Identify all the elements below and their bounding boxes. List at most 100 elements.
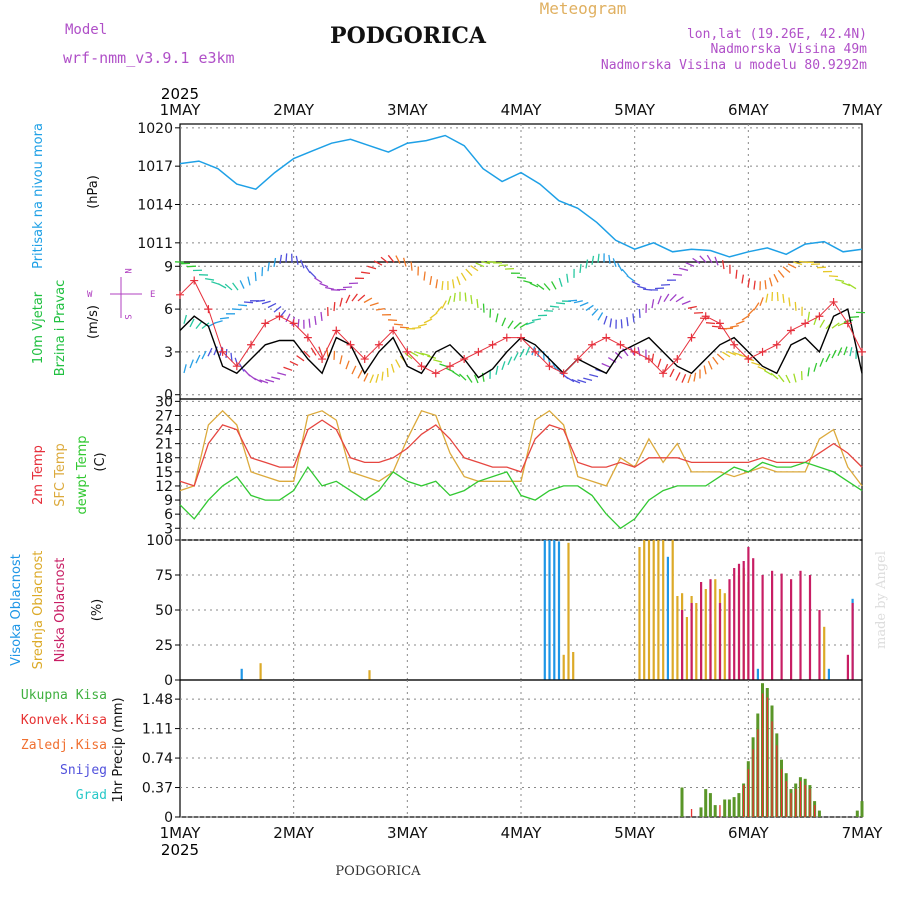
wind-gust-marker bbox=[602, 333, 611, 342]
precip-conv-bar bbox=[790, 793, 792, 817]
bottom-day-labels: 1MAY 2MAY 3MAY 4MAY 5MAY 6MAY 7MAY bbox=[160, 824, 884, 842]
wind-gust-marker bbox=[715, 319, 724, 328]
wind-arrow bbox=[567, 299, 578, 302]
temp-unit: (C) bbox=[93, 452, 108, 471]
wind-arrow bbox=[310, 347, 317, 356]
wind-arrow bbox=[237, 304, 248, 307]
wind-arrow bbox=[261, 300, 271, 305]
wind-arrow bbox=[470, 265, 479, 272]
y-tick-label: 3 bbox=[164, 345, 173, 361]
wind-gust-marker bbox=[786, 326, 795, 335]
wind-arrow bbox=[577, 379, 587, 384]
wind-gust-marker bbox=[758, 347, 767, 356]
cloud-low-bar bbox=[771, 570, 774, 680]
wind-arrow bbox=[679, 267, 689, 271]
y-tick-label: 15 bbox=[155, 465, 173, 481]
wind-arrow bbox=[816, 266, 827, 269]
wind-gust-marker bbox=[275, 312, 284, 321]
y-tick-label: 6 bbox=[164, 507, 173, 523]
wind-arrow bbox=[793, 261, 803, 266]
precip-total-bar bbox=[713, 805, 717, 817]
wind-gust-marker bbox=[332, 326, 341, 335]
wind-arrow bbox=[573, 300, 583, 304]
top-day-label: 5MAY bbox=[614, 101, 656, 119]
wind-gust-marker bbox=[445, 362, 454, 371]
wind-arrow bbox=[617, 262, 623, 272]
precip-conv-bar bbox=[814, 805, 816, 817]
cloud-mid-bar bbox=[657, 540, 660, 680]
wind-arrow bbox=[813, 362, 818, 372]
wind-arrow bbox=[692, 257, 701, 264]
wind-arrow bbox=[476, 298, 479, 308]
wind-gust-marker bbox=[460, 355, 469, 364]
wind-arrow bbox=[381, 371, 384, 381]
wind-arrow bbox=[507, 356, 513, 366]
wind-gust-marker bbox=[559, 369, 568, 378]
wind-arrow bbox=[558, 277, 563, 287]
wind-arrow bbox=[429, 275, 433, 286]
cloud-low-bar bbox=[700, 582, 703, 680]
wind-gust-marker bbox=[630, 347, 639, 356]
wind-gust-marker bbox=[218, 347, 227, 356]
y-tick-label: 9 bbox=[164, 493, 173, 509]
temp-ylabel-3: dewpt Temp bbox=[75, 435, 90, 514]
model-elevation-label: Nadmorska Visina u modelu 80.9292m bbox=[601, 58, 867, 73]
wind-gust-marker bbox=[801, 319, 810, 328]
cloud-high-bar bbox=[557, 541, 561, 680]
cloud-mid-bar bbox=[695, 603, 698, 680]
legend-ukupna-kisa: Ukupna Kisa bbox=[21, 688, 107, 703]
dewpt-line bbox=[179, 461, 863, 530]
cloud-mid-bar bbox=[259, 663, 262, 680]
precip-legend: Ukupna Kisa Konvek.Kisa Zaledj.Kisa Snij… bbox=[21, 688, 107, 803]
cloud-low-bar bbox=[808, 575, 812, 680]
wind-arrow bbox=[243, 301, 254, 304]
precip-conv-bar bbox=[747, 769, 749, 817]
precip-conv-bar bbox=[743, 785, 745, 817]
wind-arrow bbox=[417, 323, 427, 328]
wind-arrow bbox=[657, 295, 662, 305]
y-tick-label: 30 bbox=[155, 394, 173, 410]
cloud-mid-bar bbox=[652, 540, 655, 680]
wind-arrow bbox=[357, 294, 366, 302]
wind-arrow bbox=[255, 299, 265, 303]
wind-arrow bbox=[230, 352, 233, 362]
wind-arrow bbox=[706, 254, 713, 264]
wind-arrow bbox=[687, 374, 692, 384]
wind-arrow bbox=[555, 302, 566, 305]
bottom-day-label: 3MAY bbox=[387, 824, 429, 842]
wind-gust-marker bbox=[431, 369, 440, 378]
wind-arrow bbox=[219, 317, 229, 320]
wind-arrow bbox=[369, 302, 379, 307]
wind-arrow bbox=[481, 260, 491, 265]
wind-arrow bbox=[609, 318, 613, 328]
wind-arrow bbox=[456, 276, 461, 286]
wind-arrow bbox=[835, 278, 845, 283]
bottom-day-label: 6MAY bbox=[728, 824, 770, 842]
precip-conv-bar bbox=[766, 697, 768, 817]
wind-arrow bbox=[217, 283, 227, 289]
wind-arrow bbox=[770, 372, 779, 380]
model-name: wrf-nmm_v3.9.1 e3km bbox=[63, 49, 235, 67]
y-tick-label: 21 bbox=[155, 437, 173, 453]
wind-ylabel-1: 10m Vjetar bbox=[31, 291, 46, 364]
wind-arrow bbox=[703, 365, 707, 375]
y-tick-label: 1.11 bbox=[142, 722, 173, 738]
wind-gust-marker bbox=[531, 347, 540, 356]
wind-arrow bbox=[410, 261, 413, 271]
y-tick-label: 1.48 bbox=[142, 692, 173, 708]
wind-arrow bbox=[265, 378, 275, 383]
precip-panel: 1.48 1.11 0.74 0.37 0 bbox=[142, 679, 864, 826]
wind-arrow bbox=[782, 293, 785, 304]
wind-arrow bbox=[399, 326, 410, 329]
top-day-label: 2MAY bbox=[273, 101, 315, 119]
wind-arrow bbox=[753, 280, 756, 290]
wind-arrow bbox=[549, 305, 560, 308]
wind-gust-marker bbox=[673, 355, 682, 364]
precip-conv-bar bbox=[780, 769, 783, 817]
wind-gust-marker bbox=[261, 319, 270, 328]
temp-2m-line bbox=[179, 419, 863, 487]
wind-arrow bbox=[402, 257, 407, 267]
precip-total-bar bbox=[732, 797, 736, 817]
wind-gust-marker bbox=[815, 312, 824, 321]
